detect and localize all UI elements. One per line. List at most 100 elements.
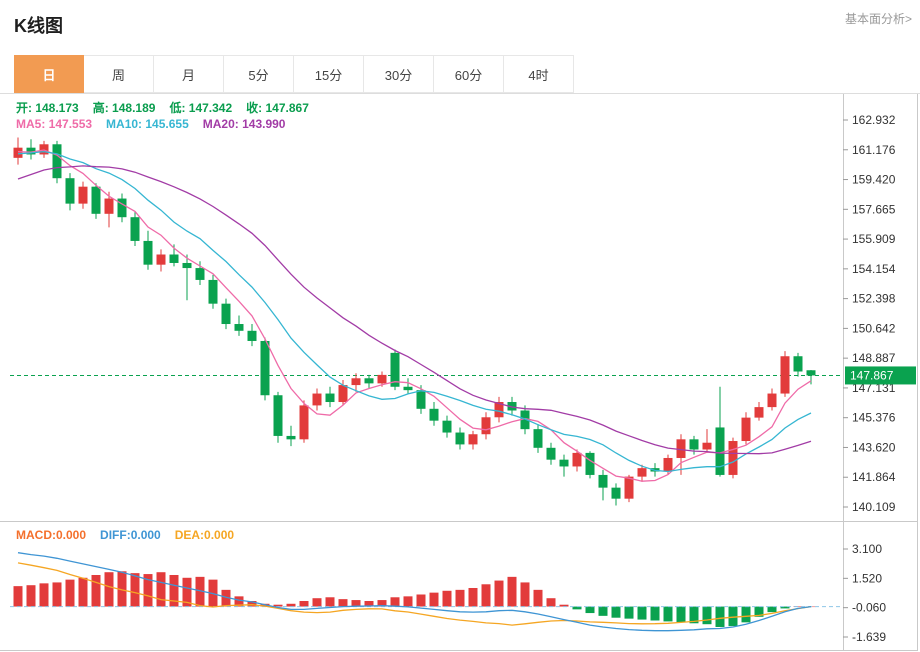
macd-hist-bar [130, 573, 140, 607]
candle-body [104, 198, 114, 214]
candle-body [208, 279, 218, 304]
candle-body [65, 178, 75, 204]
candle-body [754, 407, 764, 418]
main-axis-label: 157.665 [852, 202, 896, 216]
macd-hist-bar [494, 580, 504, 607]
main-axis-label: 141.864 [852, 470, 896, 484]
main-axis-label: 148.887 [852, 351, 896, 365]
macd-hist-bar [676, 606, 686, 623]
candle-body [13, 147, 23, 158]
macd-hist-bar [741, 606, 751, 623]
macd-axis-label: 1.520 [852, 571, 882, 585]
macd-hist-bar [624, 606, 634, 619]
macd-hist-bar [65, 579, 75, 607]
macd-hist-bar [598, 606, 608, 616]
macd-hist-bar [715, 606, 725, 627]
candle-body [312, 393, 322, 406]
kline-chart[interactable]: 162.932 161.176 159.420 157.665 155.909 154.1… [0, 94, 920, 652]
candle-body [390, 352, 400, 387]
macd-axis-label: -0.060 [852, 601, 886, 615]
candle-body [611, 487, 621, 499]
tab-month[interactable]: 月 [154, 55, 224, 93]
main-axis-label: 155.909 [852, 232, 896, 246]
macd-hist-bar [559, 604, 569, 607]
candle-body [767, 393, 777, 408]
macd-hist-bar [468, 587, 478, 607]
macd-hist-bar [195, 576, 205, 607]
macd-hist-bar [390, 597, 400, 607]
candle-body [325, 393, 335, 403]
candle-body [468, 434, 478, 445]
candle-body [637, 468, 647, 477]
diff-line [17, 552, 812, 632]
candle-body [572, 452, 582, 467]
tab-day[interactable]: 日 [14, 55, 84, 93]
candle-body [364, 378, 374, 384]
main-axis-label: 150.642 [852, 321, 896, 335]
tab-30min[interactable]: 30分 [364, 55, 434, 93]
candle-body [416, 390, 426, 409]
macd-hist-bar [39, 583, 49, 607]
candle-body [702, 442, 712, 450]
candle-body [780, 356, 790, 394]
candle-body [806, 370, 816, 376]
tab-4hour[interactable]: 4时 [504, 55, 574, 93]
macd-hist-bar [533, 589, 543, 607]
candle-body [26, 147, 36, 155]
header: K线图 基本面分析> [0, 0, 920, 55]
main-axis-label: 161.176 [852, 143, 896, 157]
candle-body [91, 186, 101, 214]
candle-body [195, 268, 205, 280]
macd-hist-bar [520, 582, 530, 607]
macd-hist-bar [364, 600, 374, 607]
macd-hist-bar [442, 590, 452, 607]
tab-week[interactable]: 周 [84, 55, 154, 93]
macd-hist-bar [104, 572, 114, 607]
tab-60min[interactable]: 60分 [434, 55, 504, 93]
candle-body [247, 330, 257, 341]
macd-hist-bar [286, 603, 296, 607]
candle-body [143, 240, 153, 265]
candle-body [403, 386, 413, 391]
candle-body [52, 144, 62, 179]
macd-hist-bar [325, 597, 335, 607]
candle-body [234, 324, 244, 331]
macd-hist-bar [689, 606, 699, 624]
macd-hist-bar [481, 584, 491, 607]
macd-hist-bar [377, 600, 387, 607]
ma10-line [17, 150, 812, 473]
chart-area[interactable]: 162.932 161.176 159.420 157.665 155.909 154.1… [0, 94, 920, 652]
macd-hist-bar [143, 574, 153, 607]
macd-hist-bar [611, 606, 621, 618]
candle-body [377, 374, 387, 384]
candle-body [273, 395, 283, 436]
ma20-line [17, 165, 812, 455]
candle-body [130, 217, 140, 241]
macd-hist-bar [91, 574, 101, 607]
candle-body [585, 452, 595, 475]
macd-hist-bar [182, 577, 192, 607]
macd-hist-bar [403, 596, 413, 607]
candle-body [520, 410, 530, 430]
candle-body [663, 457, 673, 472]
macd-hist-bar [312, 598, 322, 607]
macd-hist-bar [234, 596, 244, 607]
candle-body [338, 385, 348, 403]
dea-line [17, 562, 812, 626]
main-axis-label: 152.398 [852, 292, 896, 306]
macd-hist-bar [793, 606, 803, 607]
candle-body [741, 417, 751, 442]
candle-body [455, 432, 465, 445]
tab-15min[interactable]: 15分 [294, 55, 364, 93]
macd-hist-bar [455, 589, 465, 607]
fundamental-analysis-link[interactable]: 基本面分析> [844, 12, 912, 26]
tab-5min[interactable]: 5分 [224, 55, 294, 93]
candle-body [78, 186, 88, 204]
macd-hist-bar [117, 571, 127, 607]
candle-body [546, 447, 556, 460]
macd-hist-bar [247, 600, 257, 607]
macd-hist-bar [351, 600, 361, 607]
candle-body [728, 441, 738, 475]
macd-hist-bar [585, 606, 595, 614]
page-title: K线图 [14, 16, 63, 36]
